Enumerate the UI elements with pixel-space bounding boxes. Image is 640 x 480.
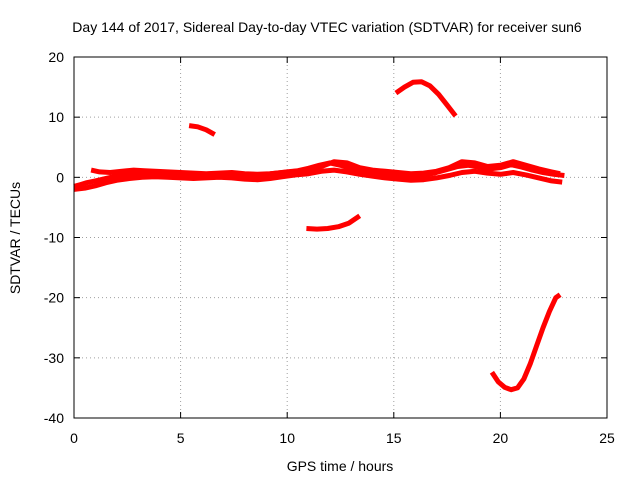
series-main-band-upper [90, 159, 561, 177]
x-tick-label: 20 [493, 430, 509, 446]
series-seg-5-7 [188, 123, 216, 137]
x-axis-label: GPS time / hours [287, 458, 394, 474]
x-tick-labels: 0 5 10 15 20 25 [70, 430, 615, 446]
x-tick-label: 10 [279, 430, 295, 446]
y-tick-label: 0 [56, 169, 64, 185]
y-tick-label: 10 [48, 109, 64, 125]
x-tick-label: 5 [177, 430, 185, 446]
x-tick-label: 0 [70, 430, 78, 446]
y-tick-label: 20 [48, 49, 64, 65]
series-main-band-lower [73, 167, 563, 192]
y-tick-label: -30 [44, 350, 64, 366]
y-tick-label: -10 [44, 230, 64, 246]
x-tick-label: 25 [599, 430, 615, 446]
x-tick-label: 15 [386, 430, 402, 446]
y-tick-labels: 20 10 0 -10 -20 -30 -40 [44, 49, 64, 426]
data-series [73, 79, 565, 393]
axis-ticks [73, 56, 608, 419]
y-axis-label: SDTVAR / TECUs [7, 182, 23, 294]
plot-frame [73, 56, 608, 419]
chart-title: Day 144 of 2017, Sidereal Day-to-day VTE… [72, 19, 582, 35]
grid-lines [74, 57, 607, 418]
series-seg-15-18 [394, 79, 458, 118]
y-tick-label: -40 [44, 410, 64, 426]
series-seg-19-23 [489, 292, 562, 393]
y-tick-label: -20 [44, 290, 64, 306]
series-seg-11-13 [306, 213, 362, 232]
